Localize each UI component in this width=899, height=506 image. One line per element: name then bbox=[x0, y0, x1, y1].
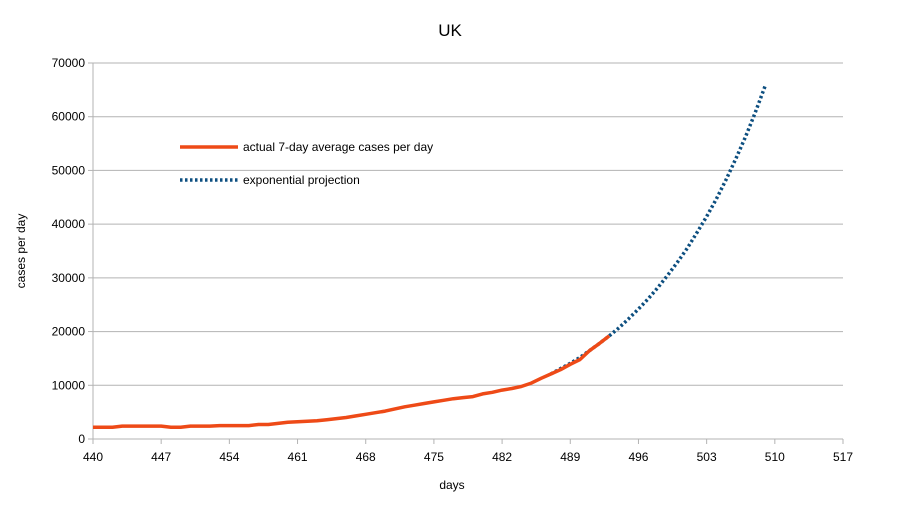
x-tick-label: 503 bbox=[697, 450, 717, 464]
x-tick-label: 496 bbox=[628, 450, 648, 464]
x-tick-label: 510 bbox=[765, 450, 785, 464]
series-line-actual bbox=[93, 334, 611, 429]
x-tick-label: 489 bbox=[560, 450, 580, 464]
grid-layer bbox=[93, 62, 843, 386]
x-tick-label: 461 bbox=[288, 450, 308, 464]
y-tick-label: 40000 bbox=[52, 217, 86, 231]
y-tick-label: 60000 bbox=[52, 110, 86, 124]
legend-item-actual: actual 7-day average cases per day bbox=[180, 140, 433, 154]
y-tick-label: 0 bbox=[78, 432, 85, 446]
y-axis-title: cases per day bbox=[14, 214, 28, 289]
chart-title: UK bbox=[438, 21, 462, 40]
legend-item-projection: exponential projection bbox=[180, 173, 360, 187]
legend-label-actual: actual 7-day average cases per day bbox=[243, 140, 433, 154]
x-tick-label: 517 bbox=[833, 450, 853, 464]
legend: actual 7-day average cases per day expon… bbox=[180, 140, 433, 187]
y-tick-label: 10000 bbox=[52, 378, 86, 392]
x-tick-label: 440 bbox=[83, 450, 103, 464]
x-tick-label: 475 bbox=[424, 450, 444, 464]
y-tick-label: 20000 bbox=[52, 325, 86, 339]
legend-label-projection: exponential projection bbox=[243, 173, 360, 187]
series-layer bbox=[93, 85, 767, 429]
x-tick-label: 447 bbox=[151, 450, 171, 464]
axis-layer: 0 10000 20000 30000 40000 50000 60000 70000 440 4… bbox=[52, 56, 854, 464]
x-axis-title: days bbox=[439, 478, 464, 492]
x-tick-label: 454 bbox=[219, 450, 239, 464]
x-tick-label: 468 bbox=[356, 450, 376, 464]
y-tick-label: 30000 bbox=[52, 271, 86, 285]
y-tick-label: 50000 bbox=[52, 163, 86, 177]
y-tick-label: 70000 bbox=[52, 56, 86, 70]
x-tick-label: 482 bbox=[492, 450, 512, 464]
